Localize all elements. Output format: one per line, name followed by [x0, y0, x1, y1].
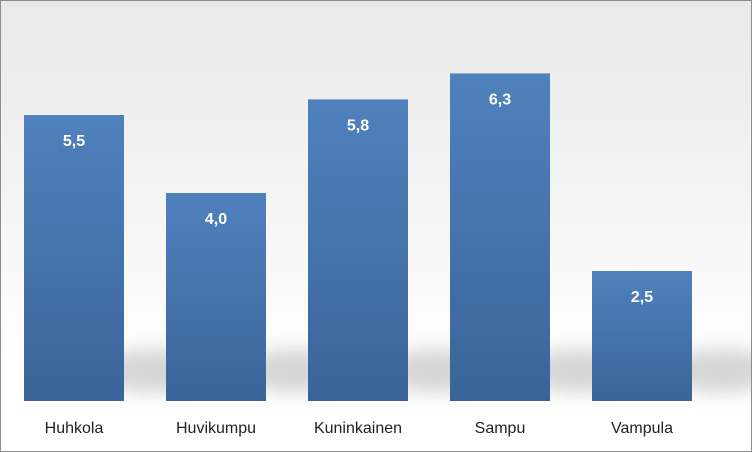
- bar-kuninkainen: [308, 99, 408, 402]
- x-tick-label: Vampula: [611, 420, 673, 437]
- x-tick-label: Kuninkainen: [314, 420, 402, 437]
- data-label: 4,0: [205, 211, 227, 228]
- data-label: 5,8: [347, 117, 369, 134]
- x-tick-label: Sampu: [475, 420, 526, 437]
- bar-vampula: [592, 271, 692, 401]
- x-tick-label: Huhkola: [45, 420, 104, 437]
- data-label: 5,5: [63, 133, 85, 150]
- data-label: 6,3: [489, 91, 511, 108]
- bar-huvikumpu: [166, 193, 266, 401]
- bar-huhkola: [24, 115, 124, 401]
- x-tick-label: Huvikumpu: [176, 420, 256, 437]
- data-label: 2,5: [631, 289, 653, 306]
- bar-sampu: [450, 73, 550, 402]
